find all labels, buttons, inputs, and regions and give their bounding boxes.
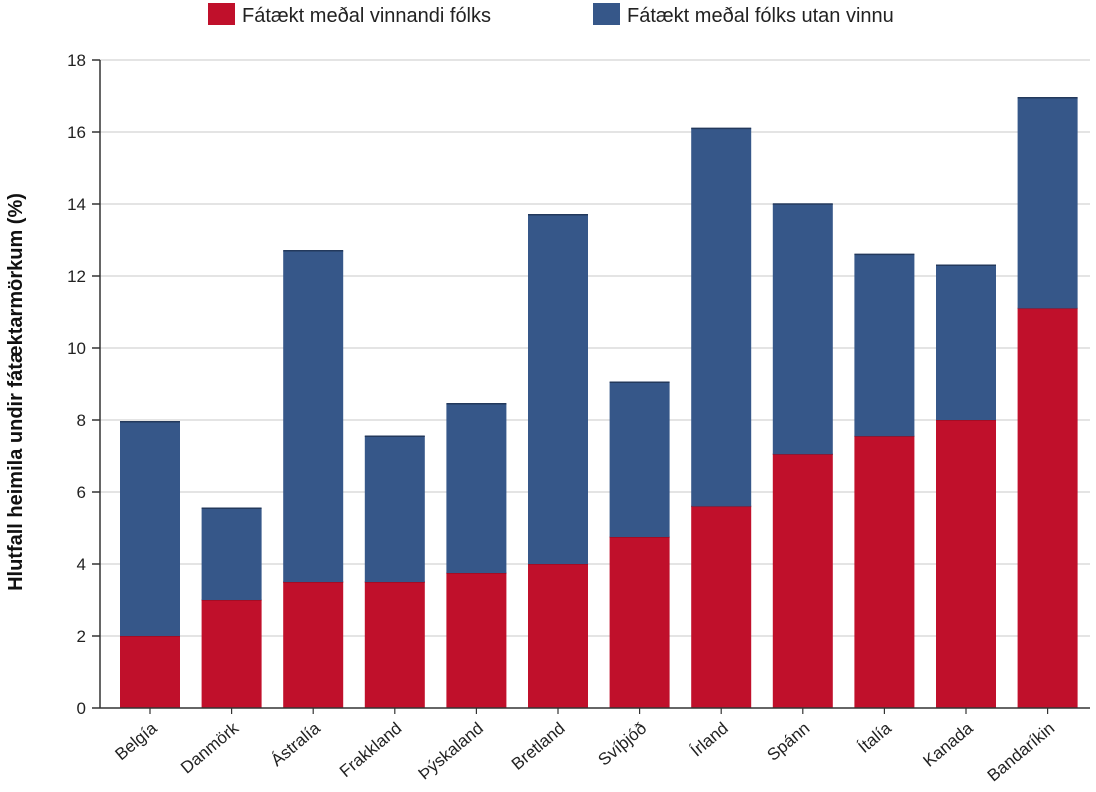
x-category-label: Svíþjóð — [595, 719, 651, 770]
bar-segment-non-working-poor — [446, 403, 507, 573]
y-tick-label: 4 — [77, 555, 86, 574]
y-tick-label: 14 — [67, 195, 86, 214]
x-category-label: Bretland — [508, 719, 569, 774]
bar-segment-non-working-poor — [364, 436, 425, 582]
legend-swatch-working-poor — [208, 3, 235, 25]
bar-segment-working-poor — [364, 582, 425, 708]
bar-segment-working-poor — [936, 420, 996, 708]
bar-segment-working-poor — [772, 454, 833, 708]
bar-segment-working-poor — [120, 636, 180, 708]
legend: Fátækt meðal vinnandi fólks Fátækt meðal… — [208, 3, 894, 27]
bar-segment-working-poor — [691, 506, 752, 708]
x-category-label: Danmörk — [177, 718, 242, 777]
y-tick-label: 8 — [77, 411, 86, 430]
x-category-label: Belgía — [111, 718, 161, 764]
legend-label-non-working-poor: Fátækt meðal fólks utan vinnu — [627, 5, 894, 27]
x-category-label: Bandaríkin — [984, 719, 1058, 786]
bar-segment-working-poor — [528, 564, 588, 708]
bar-segment-non-working-poor — [691, 128, 752, 507]
bar-segment-non-working-poor — [528, 214, 588, 565]
x-category-label: Írland — [687, 719, 732, 761]
legend-swatch-non-working-poor — [593, 3, 620, 25]
bar-segment-non-working-poor — [1017, 97, 1078, 309]
y-tick-label: 16 — [67, 123, 86, 142]
bar-segment-non-working-poor — [854, 254, 915, 437]
bar-segment-working-poor — [201, 600, 262, 708]
bar-segment-working-poor — [283, 582, 344, 708]
bar-segment-working-poor — [1017, 308, 1078, 708]
bar-segment-non-working-poor — [283, 250, 344, 583]
bar-segment-working-poor — [854, 436, 915, 708]
x-category-label: Ítalía — [855, 718, 896, 757]
bar-segment-working-poor — [446, 573, 507, 708]
y-axis-ticks: 0 2 4 6 8 10 12 14 16 18 — [67, 51, 100, 718]
bar-segment-non-working-poor — [201, 508, 262, 600]
x-category-label: Ástralía — [267, 718, 324, 770]
x-category-label: Kanada — [919, 718, 977, 771]
y-tick-label: 6 — [77, 483, 86, 502]
bar-segment-non-working-poor — [120, 421, 180, 636]
x-category-label: Spánn — [763, 719, 813, 765]
y-axis-label: Hlutfall heimila undir fátæktarmörkum (%… — [5, 193, 27, 591]
y-tick-label: 18 — [67, 51, 86, 70]
grid-lines — [100, 59, 1090, 637]
bar-segment-non-working-poor — [609, 382, 670, 537]
y-tick-label: 10 — [67, 339, 86, 358]
x-axis-labels: Belgía Danmörk Ástralía Frakkland Þýskaland B… — [111, 708, 1058, 785]
bar-segment-non-working-poor — [772, 204, 833, 455]
x-category-label: Þýskaland — [415, 719, 487, 784]
bar-segment-non-working-poor — [936, 265, 996, 420]
y-tick-label: 12 — [67, 267, 86, 286]
y-tick-label: 0 — [77, 699, 86, 718]
y-tick-label: 2 — [77, 627, 86, 646]
legend-label-working-poor: Fátækt meðal vinnandi fólks — [242, 5, 491, 27]
bars — [120, 97, 1078, 708]
x-category-label: Frakkland — [336, 719, 405, 782]
bar-segment-working-poor — [609, 537, 670, 708]
